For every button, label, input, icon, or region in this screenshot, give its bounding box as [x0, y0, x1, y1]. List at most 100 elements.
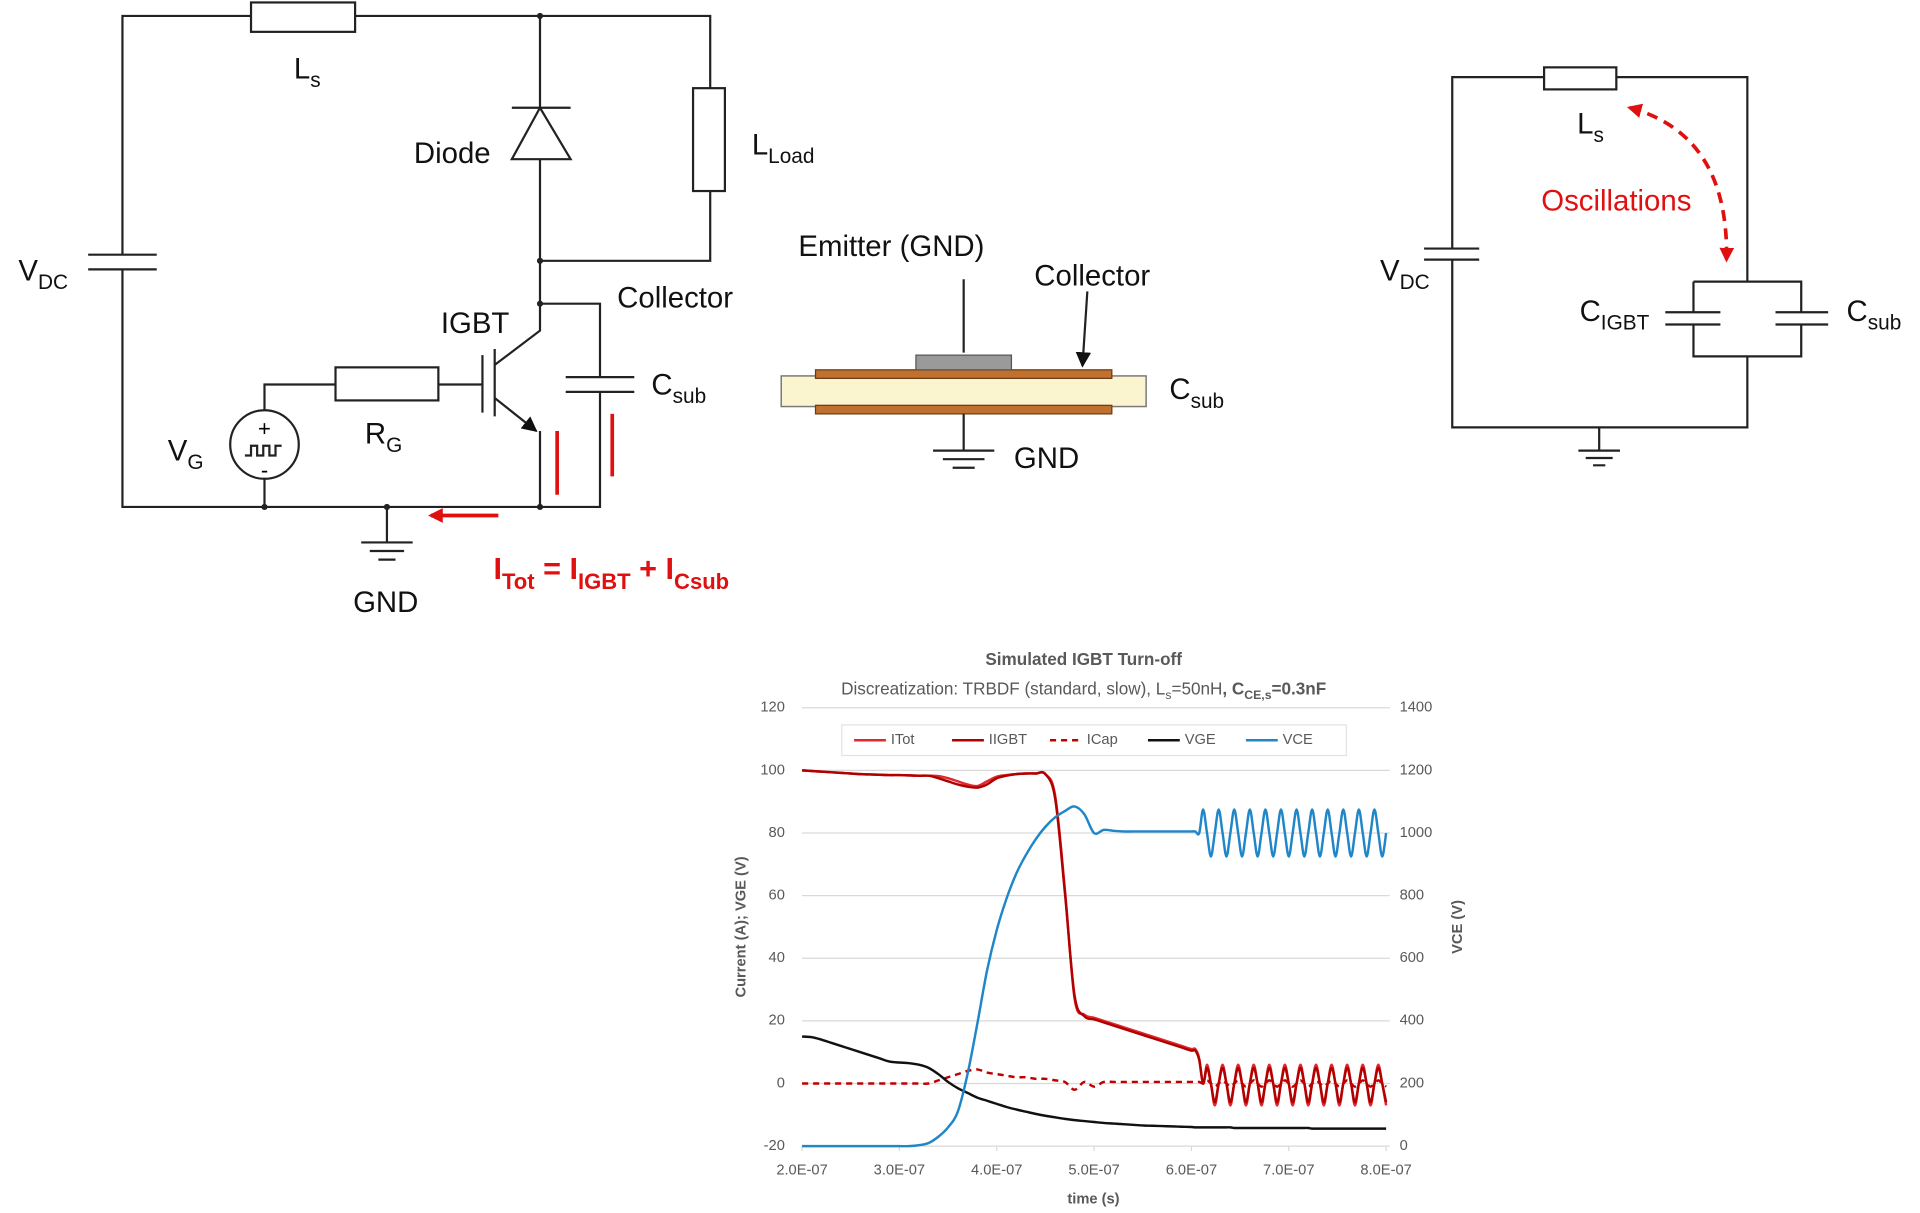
oscillation-arrow [1626, 103, 1735, 263]
y2-tick-label: 1400 [1400, 700, 1433, 716]
gate-source [229, 409, 300, 480]
x-tick-label: 5.0E-07 [1068, 1162, 1119, 1178]
wires [121, 14, 712, 509]
label-sub: G [386, 434, 402, 457]
pulse-icon [244, 444, 282, 457]
y2-axis-title: VCE (V) [1450, 900, 1466, 954]
x-tick-label: 6.0E-07 [1166, 1162, 1217, 1178]
label-sub: G [187, 451, 203, 474]
inductor-ls [1542, 66, 1618, 91]
legend-label: VCE [1283, 732, 1313, 748]
source-minus: - [261, 458, 268, 483]
label-main: R [365, 417, 386, 450]
label-emitter: Emitter (GND) [798, 230, 984, 263]
ground [361, 506, 413, 561]
series-line [801, 1035, 1387, 1130]
y2-tick-label: 800 [1400, 888, 1425, 904]
y-tick-label: 40 [769, 950, 785, 966]
label-lload: LLoad [752, 128, 815, 168]
label-vdc: VDC [18, 254, 68, 294]
label-main: L [752, 128, 768, 161]
label-ls: Ls [294, 52, 321, 92]
label-csub: Csub [1169, 373, 1224, 413]
wires [1451, 76, 1803, 429]
label-igbt: IGBT [441, 307, 510, 340]
eq-main: + I [631, 552, 674, 586]
x-tick-label: 4.0E-07 [971, 1162, 1022, 1178]
series-line [802, 1068, 1387, 1091]
equivalent-circuit: Ls Oscillations VDC CIGBT Csub [1380, 66, 1902, 467]
nodes [261, 12, 544, 511]
y-tick-label: -20 [764, 1138, 785, 1154]
x-tick-label: 3.0E-07 [874, 1162, 925, 1178]
chart: Simulated IGBT Turn-off Discreatization:… [734, 649, 1466, 1208]
x-axis-title: time (s) [1067, 1192, 1119, 1208]
label-sub: sub [1191, 390, 1225, 413]
y2-tick-label: 0 [1400, 1138, 1408, 1154]
capacitor-vdc [88, 253, 157, 271]
cross-section: Emitter (GND) Collector Csub GND [780, 230, 1224, 475]
current-arrows [431, 413, 615, 516]
subtitle-bold: =0.3nF [1272, 678, 1327, 698]
main-circuit: + - Ls Diode LLoad VDC Collector IGBT Cs… [18, 1, 815, 619]
subtitle-part: =50nH [1171, 678, 1222, 698]
chart-title: Simulated IGBT Turn-off [985, 649, 1182, 669]
label-csub: Csub [1847, 295, 1902, 335]
label-main: C [651, 368, 672, 401]
legend-label: ITot [891, 732, 915, 748]
label-diode: Diode [414, 137, 491, 170]
y-tick-label: 100 [760, 762, 785, 778]
series-line [802, 805, 1388, 1148]
igbt-symbol [438, 303, 540, 431]
y-tick-label: 60 [769, 888, 785, 904]
label-sub: DC [1400, 271, 1430, 294]
y2-tick-label: 1000 [1400, 825, 1433, 841]
label-csub: Csub [651, 368, 706, 408]
label-sub: DC [38, 271, 68, 294]
label-main: C [1580, 295, 1601, 328]
y-tick-label: 120 [760, 700, 785, 716]
label-cigbt: CIGBT [1580, 295, 1650, 335]
ground [1578, 427, 1620, 467]
gate-wire [263, 383, 336, 507]
y-tick-label: 80 [769, 825, 785, 841]
eq-main: = I [535, 552, 578, 586]
label-vdc: VDC [1380, 254, 1430, 294]
chip [915, 354, 1013, 371]
label-sub: Load [768, 145, 814, 168]
legend-label: IIGBT [989, 732, 1027, 748]
diode-symbol [509, 105, 573, 161]
label-rg: RG [365, 417, 402, 457]
y-tick-label: 0 [777, 1075, 785, 1091]
label-main: L [294, 52, 310, 85]
legend-label: ICap [1087, 732, 1118, 748]
label-collector: Collector [1034, 259, 1150, 292]
label-gnd: GND [353, 586, 418, 619]
y-tick-label: 20 [769, 1013, 785, 1029]
eq-sub: IGBT [578, 569, 631, 594]
label-sub: s [310, 69, 320, 92]
source-plus: + [258, 416, 271, 441]
label-sub: IGBT [1601, 311, 1650, 334]
x-tick-label: 2.0E-07 [776, 1162, 827, 1178]
label-main: V [1380, 254, 1400, 287]
label-collector: Collector [617, 281, 733, 314]
bottom-metal [814, 404, 1113, 415]
pointer-arrows [962, 279, 1088, 366]
label-ls: Ls [1577, 107, 1604, 147]
x-tick-label: 7.0E-07 [1263, 1162, 1314, 1178]
label-gnd: GND [1014, 442, 1079, 475]
label-sub: sub [1868, 311, 1902, 334]
label-sub: sub [673, 385, 707, 408]
y2-tick-label: 600 [1400, 950, 1425, 966]
label-oscillations: Oscillations [1541, 185, 1691, 218]
top-metal [814, 369, 1113, 379]
label-sub: s [1593, 124, 1603, 147]
chart-subtitle: Discreatization: TRBDF (standard, slow),… [841, 678, 1326, 702]
current-equation: ITot = IIGBT + ICsub [493, 552, 729, 594]
subtitle-sub: CE,s [1244, 688, 1271, 702]
inductor-load [691, 87, 726, 193]
label-main: V [18, 254, 38, 287]
